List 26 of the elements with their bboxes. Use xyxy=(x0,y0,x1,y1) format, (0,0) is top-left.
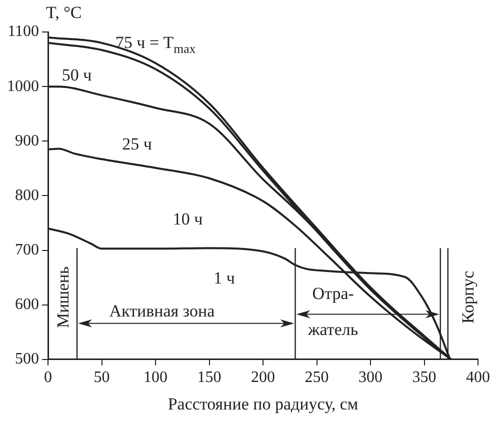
annotation: Корпус xyxy=(458,270,478,324)
y-tick-label: 1100 xyxy=(8,23,39,40)
annotation: Активная зона xyxy=(109,301,216,320)
x-tick-label: 0 xyxy=(44,369,52,386)
x-tick-label: 250 xyxy=(304,369,329,386)
y-tick-label: 700 xyxy=(15,241,39,258)
annotation: 1 ч xyxy=(214,268,236,288)
annotation: 10 ч xyxy=(172,210,204,229)
x-tick-label: 50 xyxy=(94,369,110,386)
x-tick-label: 350 xyxy=(412,369,436,386)
x-tick-label: 200 xyxy=(251,369,275,386)
x-tick-label: 300 xyxy=(358,369,382,386)
annotation: 25 ч xyxy=(122,134,152,154)
x-tick-label: 100 xyxy=(144,369,168,386)
annotation: 50 ч xyxy=(62,66,92,85)
y-tick-label: 1000 xyxy=(7,78,39,95)
y-tick-label: 800 xyxy=(15,186,39,204)
annotation: Отра- жатель xyxy=(307,284,358,340)
x-axis-title: Расстояние по радиусу, см xyxy=(168,394,358,414)
x-tick-label: 150 xyxy=(197,369,222,386)
annotation: Мишень xyxy=(54,266,73,328)
y-tick-label: 900 xyxy=(15,132,39,150)
y-tick-label: 600 xyxy=(15,296,39,314)
y-axis-title: T, °C xyxy=(46,3,82,22)
y-tick-label: 500 xyxy=(15,350,39,368)
x-tick-label: 400 xyxy=(466,369,490,386)
